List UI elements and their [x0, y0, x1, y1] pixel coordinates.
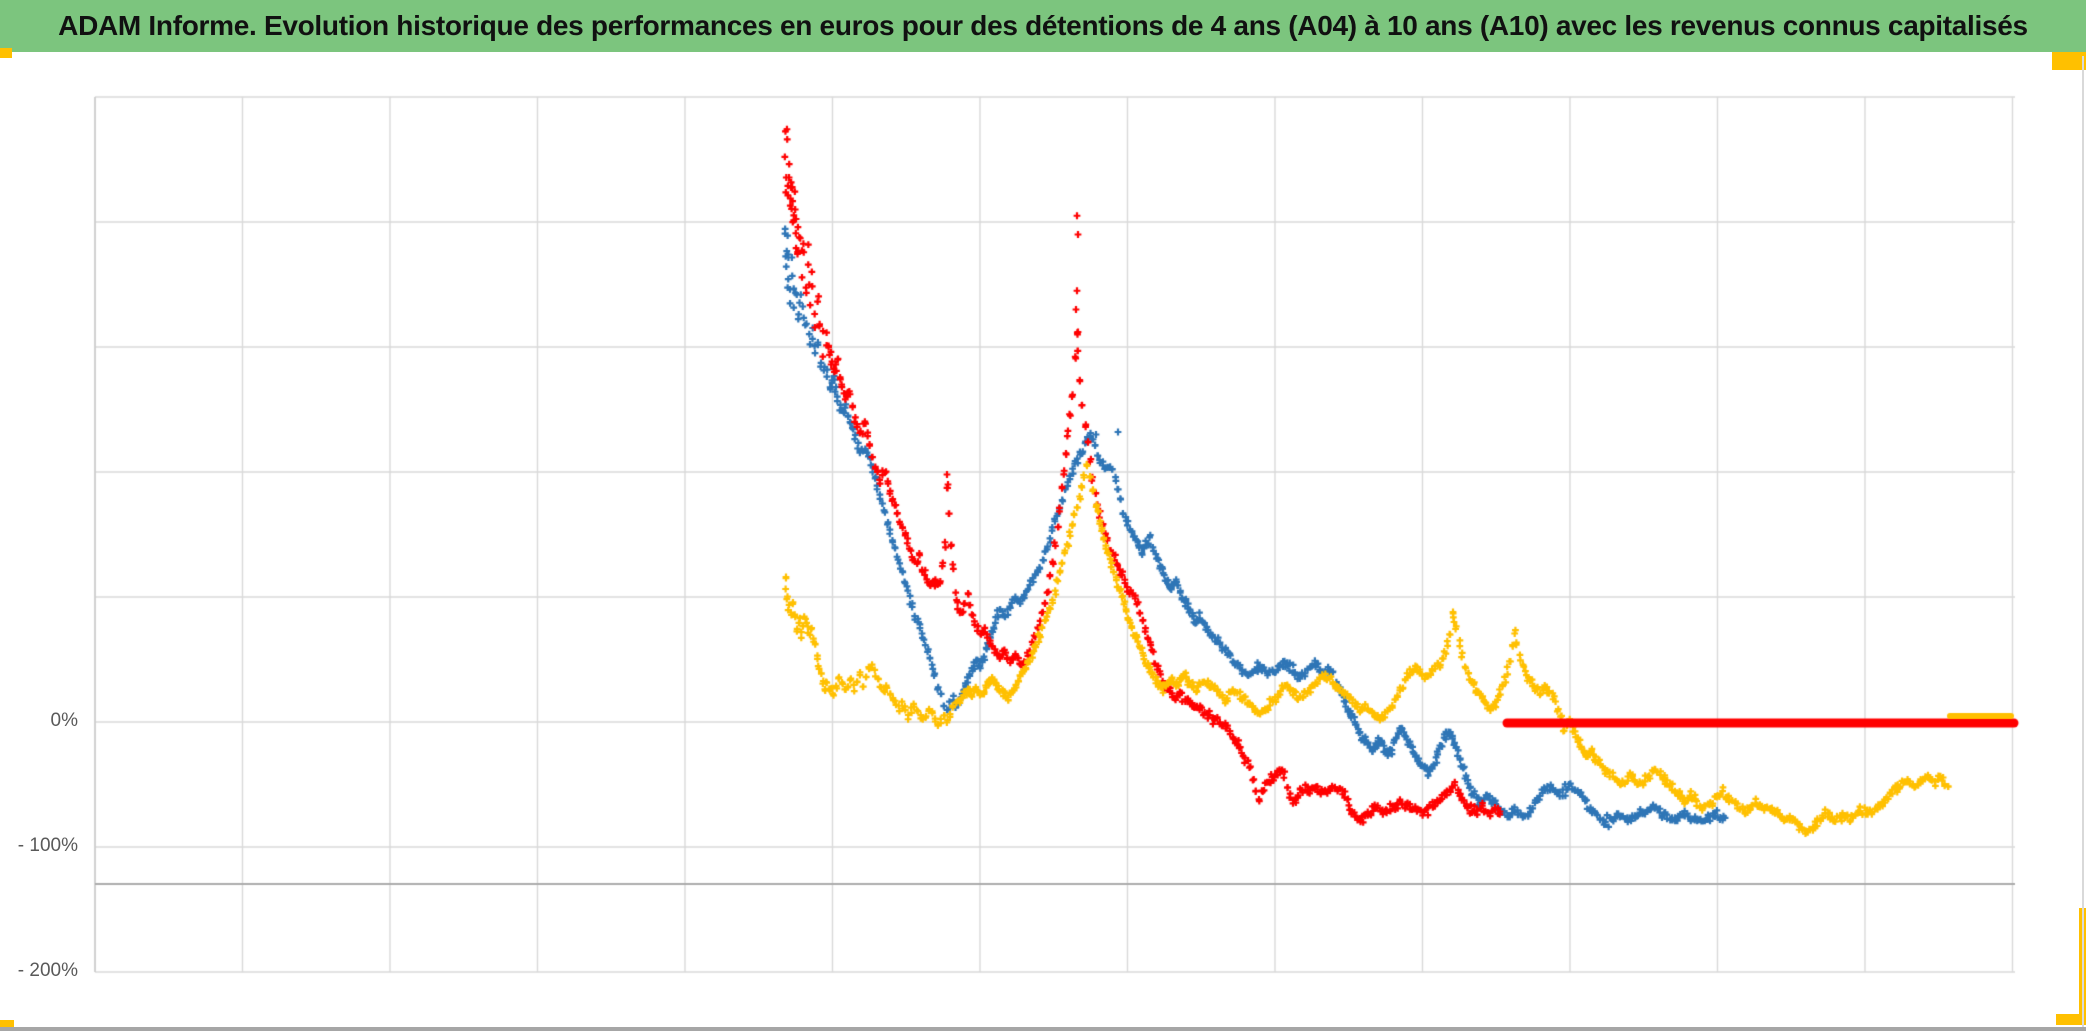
y-axis-label-0: 0%	[50, 710, 78, 731]
y-axis-label-200: - 200%	[17, 960, 78, 981]
y-axis-label-100: - 100%	[17, 835, 78, 856]
